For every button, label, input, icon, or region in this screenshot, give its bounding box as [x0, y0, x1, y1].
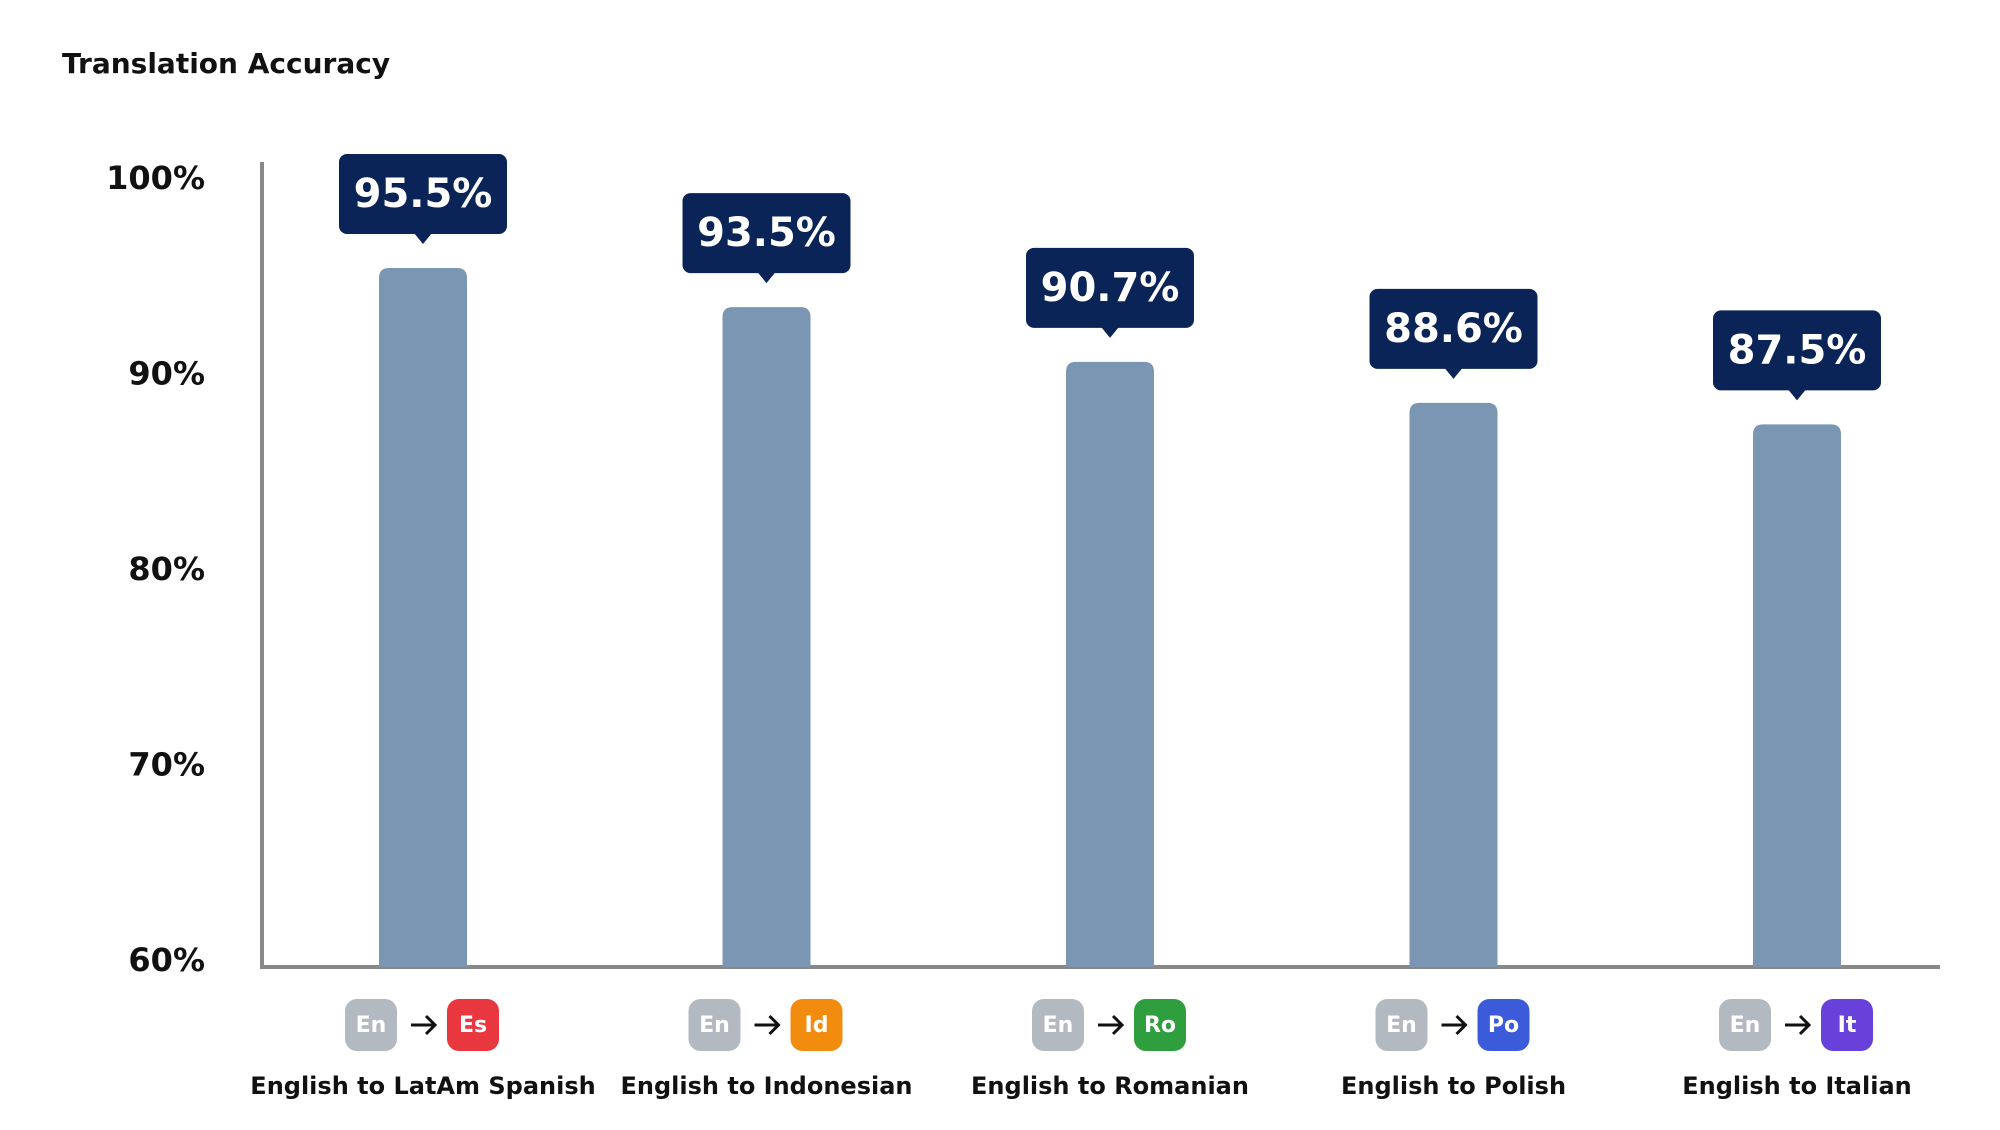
value-label-box — [339, 153, 507, 234]
arrow — [754, 1014, 781, 1036]
arrow — [1441, 1014, 1468, 1036]
source-badge — [345, 999, 397, 1051]
value-label-box — [682, 193, 851, 274]
target-badge-label: Id — [805, 1013, 829, 1038]
source-badge-label: En — [1730, 1013, 1761, 1038]
y-tick-label: 70% — [128, 746, 205, 784]
source-badge — [1719, 999, 1771, 1051]
target-badge-label: Ro — [1144, 1013, 1176, 1038]
source-badge-label: En — [1043, 1013, 1074, 1038]
arrow — [411, 1014, 438, 1036]
x-tick-label: English to Indonesian — [621, 1072, 913, 1100]
x-tick-label: English to LatAm Spanish — [250, 1072, 595, 1100]
target-badge-label: Po — [1488, 1013, 1519, 1038]
bar — [1409, 402, 1498, 967]
chart-title: Translation Accuracy — [62, 47, 390, 80]
value-label: 93.5% — [697, 210, 836, 256]
value-label: 88.6% — [1384, 306, 1523, 352]
bar — [379, 267, 467, 968]
source-badge-label: En — [1386, 1013, 1417, 1038]
value-label: 90.7% — [1041, 265, 1180, 311]
y-tick-label: 60% — [128, 941, 205, 979]
value-label-pointer — [757, 272, 776, 284]
source-badge-label: En — [699, 1013, 730, 1038]
target-badge — [790, 999, 843, 1051]
target-badge — [1134, 999, 1186, 1051]
source-badge — [1032, 999, 1084, 1051]
value-label-box — [1026, 247, 1194, 328]
y-tick-label: 100% — [106, 159, 205, 197]
value-label-box — [1713, 310, 1881, 391]
value-label-pointer — [1444, 367, 1463, 379]
value-label: 95.5% — [354, 171, 493, 217]
target-badge — [1821, 999, 1873, 1051]
value-label-box — [1369, 288, 1538, 369]
target-badge — [447, 999, 499, 1051]
source-badge-label: En — [356, 1013, 387, 1038]
target-badge — [1477, 999, 1530, 1051]
arrow — [1785, 1014, 1812, 1036]
x-tick-label: English to Romanian — [971, 1072, 1249, 1100]
x-tick-label: English to Polish — [1341, 1072, 1566, 1100]
target-badge-label: Es — [459, 1013, 487, 1038]
bar — [1066, 361, 1154, 967]
y-tick-label: 80% — [128, 550, 205, 588]
arrow — [1098, 1014, 1125, 1036]
value-label-pointer — [414, 232, 432, 244]
target-badge-label: It — [1838, 1013, 1857, 1038]
source-badge — [688, 999, 741, 1051]
value-label-pointer — [1788, 389, 1806, 401]
value-label: 87.5% — [1728, 327, 1867, 373]
x-tick-label: English to Italian — [1682, 1072, 1912, 1100]
bar — [1753, 424, 1841, 967]
bar — [722, 307, 811, 967]
value-label-pointer — [1101, 326, 1119, 338]
y-tick-label: 90% — [128, 355, 205, 393]
source-badge — [1375, 999, 1428, 1051]
